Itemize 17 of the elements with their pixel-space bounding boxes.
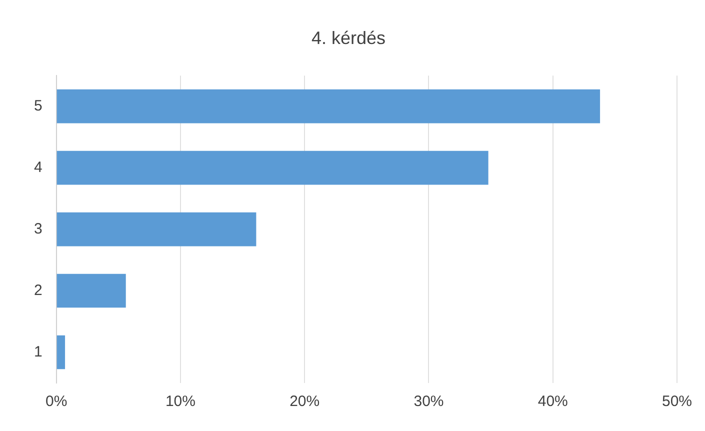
bar	[56, 274, 126, 308]
y-tick-label: 4	[34, 158, 42, 176]
y-tick-label: 3	[34, 220, 42, 238]
x-tick-label: 20%	[290, 393, 320, 410]
bar	[56, 89, 600, 124]
bar	[56, 212, 256, 246]
bar	[56, 150, 488, 185]
x-tick-label: 40%	[538, 393, 568, 410]
chart-title: 4. kérdés	[311, 28, 386, 48]
x-tick-label: 10%	[165, 393, 196, 410]
x-tick-label: 50%	[662, 393, 692, 410]
y-tick-label: 2	[34, 282, 42, 299]
y-tick-label: 5	[34, 97, 42, 114]
y-tick-label: 1	[34, 343, 42, 360]
bar	[56, 335, 66, 370]
x-tick-label: 0%	[46, 393, 68, 410]
x-tick-label: 30%	[414, 393, 444, 410]
